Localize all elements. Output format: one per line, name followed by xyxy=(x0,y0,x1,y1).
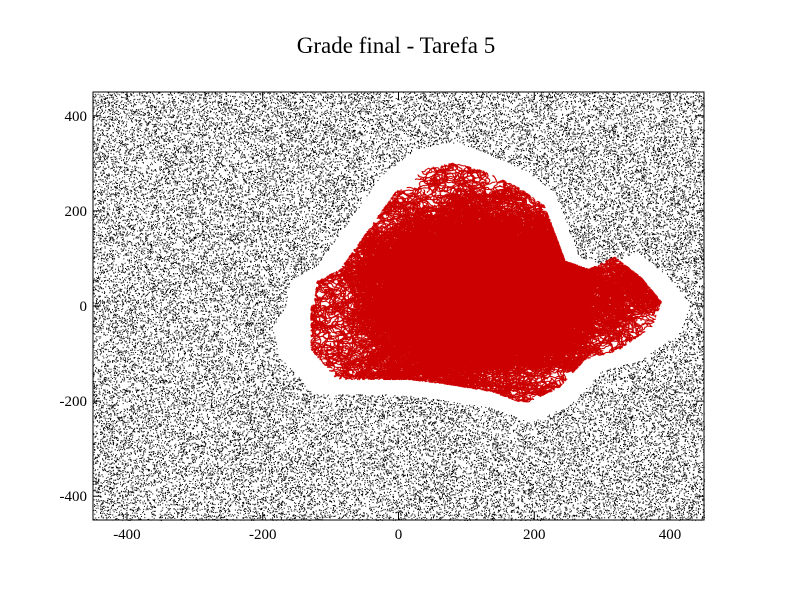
chart-title: Grade final - Tarefa 5 xyxy=(296,33,496,58)
y-tick-label: 0 xyxy=(80,299,88,315)
x-axis-tick-labels: -400 -200 0 200 400 xyxy=(113,527,681,543)
x-tick-label: -200 xyxy=(249,527,277,543)
y-tick-label: -200 xyxy=(60,394,88,410)
x-tick-label: 400 xyxy=(659,527,682,543)
y-axis-tick-labels: -400 -200 0 200 400 xyxy=(60,109,88,505)
x-tick-label: 0 xyxy=(395,527,403,543)
aggregate-series xyxy=(310,162,662,403)
walker-dots xyxy=(93,92,705,521)
x-tick-label: 200 xyxy=(523,527,546,543)
y-tick-label: -400 xyxy=(60,489,88,505)
x-tick-label: -400 xyxy=(113,527,141,543)
y-tick-label: 400 xyxy=(65,109,88,125)
axis-ticks xyxy=(93,92,704,520)
walkers-series xyxy=(93,92,705,521)
aggregate-dots xyxy=(310,162,662,403)
y-tick-label: 200 xyxy=(65,204,88,220)
